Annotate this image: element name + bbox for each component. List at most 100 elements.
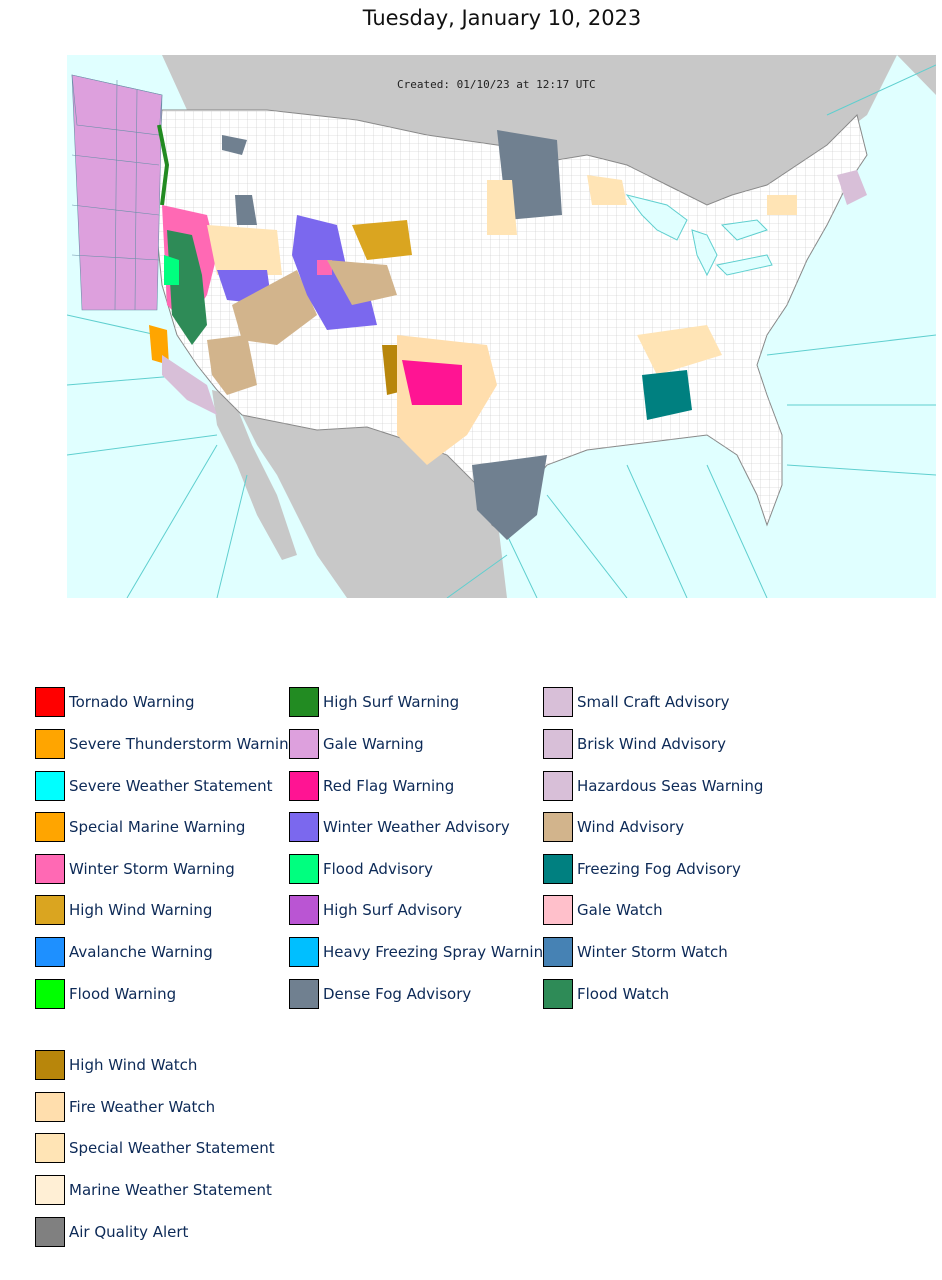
legend-swatch [35, 937, 65, 967]
mi-special-weather [587, 175, 627, 205]
legend-swatch [35, 1050, 65, 1080]
ca-wind-advisory [207, 335, 257, 395]
ca-flood-watch [167, 230, 207, 345]
legend-item: Freezing Fog Advisory [543, 853, 741, 885]
legend-swatch [289, 979, 319, 1009]
legend-item: Special Weather Statement [35, 1132, 275, 1164]
legend-swatch [35, 687, 65, 717]
legend-label: Special Marine Warning [69, 818, 246, 836]
legend-label: Brisk Wind Advisory [577, 735, 726, 753]
legend-swatch [289, 812, 319, 842]
legend-swatch [289, 729, 319, 759]
legend-label: Heavy Freezing Spray Warning [323, 943, 553, 961]
legend-item: Marine Weather Statement [35, 1174, 272, 1206]
legend-label: Air Quality Alert [69, 1223, 189, 1241]
legend-label: Severe Weather Statement [69, 777, 273, 795]
legend-label: Winter Storm Watch [577, 943, 728, 961]
wy-high-wind [352, 220, 412, 260]
legend-swatch [35, 771, 65, 801]
legend-swatch [289, 771, 319, 801]
legend-item: High Wind Warning [35, 894, 212, 926]
legend-item: Gale Watch [543, 894, 663, 926]
legend-label: High Wind Warning [69, 901, 213, 919]
legend-label: Gale Watch [577, 901, 663, 919]
legend-item: Winter Storm Warning [35, 853, 235, 885]
ia-special-weather [487, 180, 517, 235]
legend-item: Avalanche Warning [35, 936, 213, 968]
legend-label: Winter Weather Advisory [323, 818, 510, 836]
legend-label: Flood Advisory [323, 860, 434, 878]
legend-label: Flood Warning [69, 985, 177, 1003]
great-lakes [625, 194, 773, 277]
or-dense-fog [222, 135, 247, 155]
legend-item: Small Craft Advisory [543, 686, 730, 718]
legend-swatch [543, 687, 573, 717]
legend-label: Avalanche Warning [69, 943, 213, 961]
legend-swatch [35, 1133, 65, 1163]
legend-label: Dense Fog Advisory [323, 985, 472, 1003]
legend-item: High Surf Warning [289, 686, 459, 718]
legend-label: Hazardous Seas Warning [577, 777, 764, 795]
co-wind-advisory [327, 260, 397, 305]
legend-label: Wind Advisory [577, 818, 685, 836]
legend-swatch [543, 979, 573, 1009]
ne-small-craft [837, 170, 867, 205]
legend-label: Marine Weather Statement [69, 1181, 272, 1199]
legend-swatch [543, 937, 573, 967]
ca-small-craft [162, 355, 217, 415]
canada-landmass [162, 55, 936, 205]
legend-item: Fire Weather Watch [35, 1091, 215, 1123]
legend-label: Gale Warning [323, 735, 424, 753]
nv-wind-advisory [232, 270, 317, 345]
legend-item: Flood Advisory [289, 853, 433, 885]
legend-item: Severe Weather Statement [35, 770, 273, 802]
legend-item: Tornado Warning [35, 686, 195, 718]
tx-red-flag [402, 360, 462, 405]
legend-swatch [289, 687, 319, 717]
page-title: Tuesday, January 10, 2023 [362, 6, 642, 30]
legend-item: Red Flag Warning [289, 770, 454, 802]
tx-dense-fog [472, 455, 547, 540]
ca-special-marine [149, 325, 169, 365]
legend-swatch [543, 854, 573, 884]
legend-label: Small Craft Advisory [577, 693, 730, 711]
legend-label: High Surf Advisory [323, 901, 463, 919]
legend-swatch [289, 854, 319, 884]
created-timestamp: Created: 01/10/23 at 12:17 UTC [397, 78, 596, 91]
legend-swatch [289, 895, 319, 925]
nv-special-weather [207, 225, 282, 275]
legend-label: Tornado Warning [69, 693, 195, 711]
legend-item: High Wind Watch [35, 1049, 197, 1081]
legend-label: Freezing Fog Advisory [577, 860, 741, 878]
legend-label: Winter Storm Warning [69, 860, 235, 878]
legend-item: Brisk Wind Advisory [543, 728, 726, 760]
legend-label: Special Weather Statement [69, 1139, 275, 1157]
legend-swatch [543, 812, 573, 842]
legend-item: Hazardous Seas Warning [543, 770, 763, 802]
legend-label: High Wind Watch [69, 1056, 198, 1074]
legend-item: Wind Advisory [543, 811, 684, 843]
legend-item: Special Marine Warning [35, 811, 245, 843]
legend-item: Severe Thunderstorm Warning [35, 728, 298, 760]
id-dense-fog [235, 195, 257, 225]
weather-hazard-map: Created: 01/10/23 at 12:17 UTC [67, 55, 936, 598]
legend-label: Red Flag Warning [323, 777, 455, 795]
legend-swatch [35, 1092, 65, 1122]
legend-swatch [35, 729, 65, 759]
legend-swatch [35, 812, 65, 842]
legend-label: Flood Watch [577, 985, 670, 1003]
legend-item: Winter Storm Watch [543, 936, 728, 968]
legend-swatch [543, 729, 573, 759]
legend-item: Flood Watch [543, 978, 669, 1010]
legend-swatch [289, 937, 319, 967]
baja-landmass [212, 390, 297, 560]
legend-label: Fire Weather Watch [69, 1098, 216, 1116]
legend-swatch [543, 771, 573, 801]
legend-item: High Surf Advisory [289, 894, 462, 926]
al-freezing-fog [642, 370, 692, 420]
tn-special-weather [637, 325, 722, 375]
legend-swatch [35, 854, 65, 884]
legend-swatch [35, 979, 65, 1009]
legend-item: Dense Fog Advisory [289, 978, 471, 1010]
ny-special-weather [767, 195, 797, 215]
